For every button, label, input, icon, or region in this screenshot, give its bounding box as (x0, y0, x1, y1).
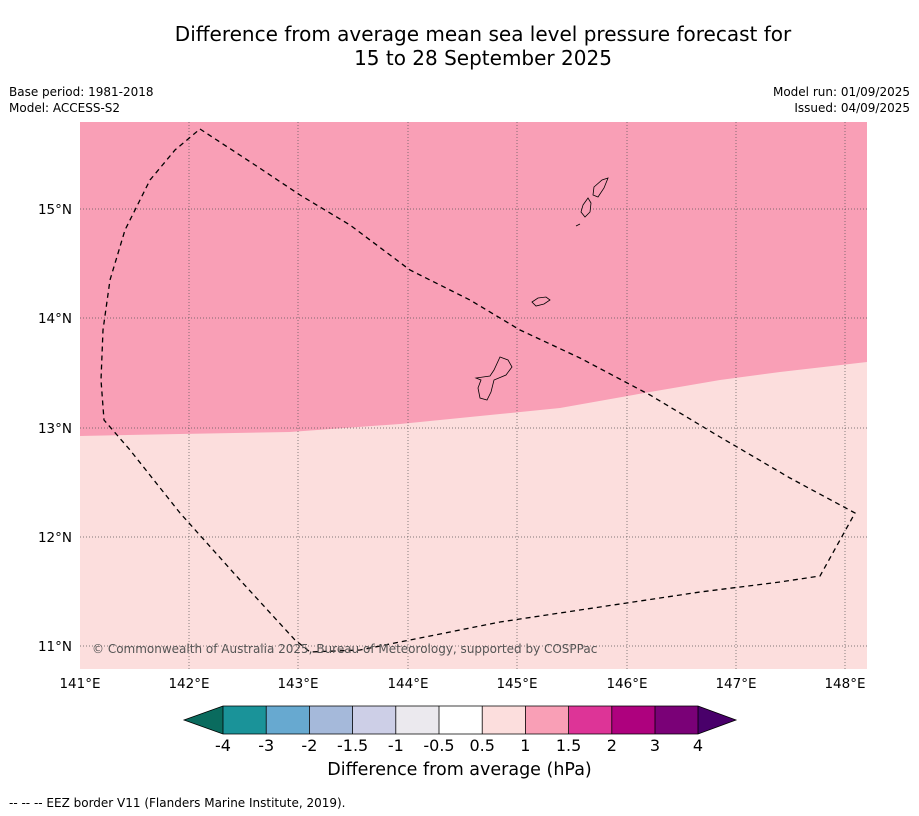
cbar-tick: 1 (520, 736, 530, 755)
lon-label-145: 145°E (496, 676, 537, 692)
map-area: © Commonwealth of Australia 2025, Bureau… (80, 122, 867, 669)
colorbar-segment-3 (309, 706, 353, 734)
base-period-text: Base period: 1981-2018 (9, 85, 154, 99)
colorbar-segment-10 (611, 706, 655, 734)
colorbar-segment-8 (525, 706, 569, 734)
lat-label-13: 13°N (38, 421, 72, 437)
colorbar-label: Difference from average (hPa) (327, 760, 592, 780)
island-rota (531, 296, 551, 307)
cbar-tick: 4 (693, 736, 703, 755)
colorbar-segment-1 (223, 706, 267, 734)
island-saipan (592, 177, 609, 198)
lon-label-144: 144°E (387, 676, 428, 692)
cbar-tick: -4 (215, 736, 231, 755)
colorbar-segment-6 (439, 706, 483, 734)
title-line-1: Difference from average mean sea level p… (174, 22, 792, 46)
island-tinian (580, 197, 592, 218)
colorbar-segment-7 (482, 706, 526, 734)
cbar-tick: -2 (301, 736, 317, 755)
map-title: Difference from average mean sea level p… (0, 22, 919, 70)
colorbar-segment-11 (655, 706, 698, 734)
lon-label-146: 146°E (606, 676, 647, 692)
lon-label-141: 141°E (59, 676, 100, 692)
cbar-tick: -0.5 (423, 736, 454, 755)
colorbar-segment-2 (266, 706, 310, 734)
copyright-text: © Commonwealth of Australia 2025, Bureau… (92, 642, 597, 656)
colorbar-segment-5 (395, 706, 439, 734)
eez-border (100, 128, 856, 653)
model-text: Model: ACCESS-S2 (9, 101, 121, 115)
lat-label-12: 12°N (38, 530, 72, 546)
island-guam (474, 356, 513, 401)
colorbar-segment-4 (352, 706, 396, 734)
lat-label-15: 15°N (38, 202, 72, 218)
footer-legend: -- -- -- EEZ border V11 (Flanders Marine… (9, 796, 346, 810)
lon-label-142: 142°E (168, 676, 209, 692)
colorbar-extend-high (698, 706, 736, 734)
cbar-tick: -3 (258, 736, 274, 755)
meta-right: Model run: 01/09/2025 Issued: 04/09/2025 (773, 84, 910, 116)
cbar-tick: -1.5 (337, 736, 368, 755)
gridlines (80, 122, 867, 669)
lat-label-14: 14°N (38, 311, 72, 327)
lon-tick-labels: 141°E 142°E 143°E 144°E 145°E 146°E 147°… (59, 676, 865, 692)
cbar-tick: 3 (650, 736, 660, 755)
lat-tick-labels: 15°N 14°N 13°N 12°N 11°N (38, 202, 72, 655)
islands (474, 177, 609, 401)
colorbar (182, 705, 738, 735)
colorbar-ticks: -4 -3 -2 -1.5 -1 -0.5 0.5 1 1.5 2 3 4 (215, 736, 703, 755)
model-run-text: Model run: 01/09/2025 (772, 85, 910, 99)
colorbar-extend-low (184, 706, 223, 734)
lon-label-148: 148°E (824, 676, 865, 692)
cbar-tick: 2 (607, 736, 617, 755)
lon-label-147: 147°E (715, 676, 756, 692)
issued-text: Issued: 04/09/2025 (794, 101, 910, 115)
island-aguijan (575, 223, 581, 227)
lon-label-143: 143°E (277, 676, 318, 692)
lat-label-11: 11°N (38, 639, 72, 655)
meta-left: Base period: 1981-2018 Model: ACCESS-S2 (9, 84, 154, 116)
cbar-tick: -1 (388, 736, 404, 755)
title-line-2: 15 to 28 September 2025 (354, 46, 612, 70)
colorbar-segment-9 (568, 706, 612, 734)
cbar-tick: 0.5 (469, 736, 494, 755)
cbar-tick: 1.5 (556, 736, 581, 755)
region-north-anomaly (80, 122, 867, 436)
